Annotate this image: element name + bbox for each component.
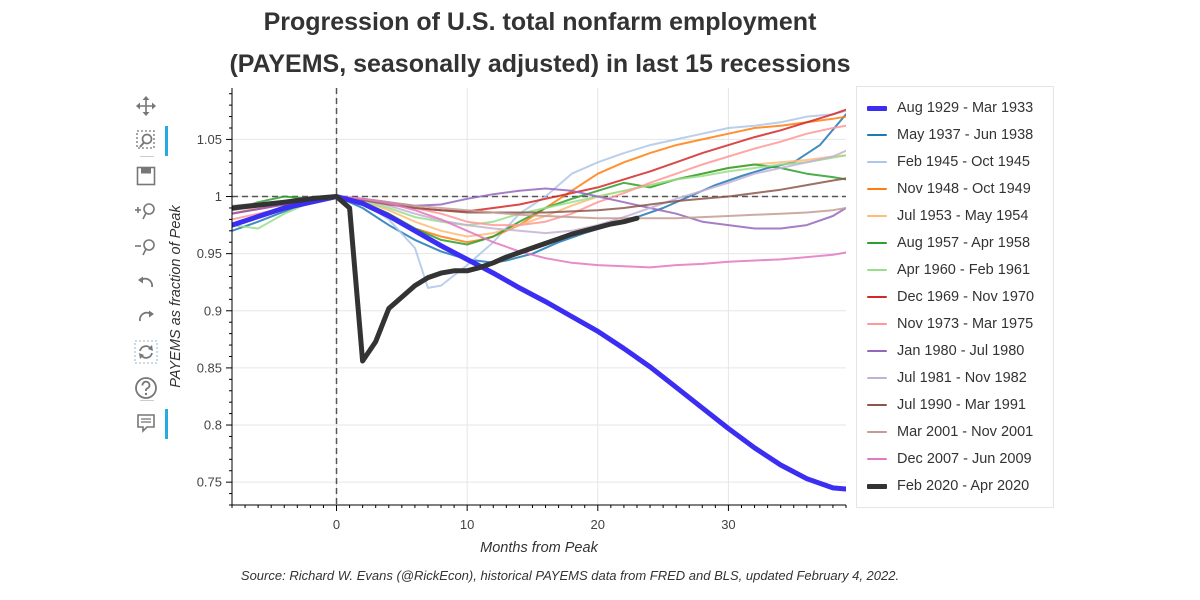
series-line-aug-1929-mar-1933 xyxy=(232,194,846,492)
undo-tool-button[interactable] xyxy=(128,268,164,300)
y-tick-label: 0.75 xyxy=(197,475,222,490)
legend-label: Nov 1948 - Oct 1949 xyxy=(897,181,1031,197)
series-line-jul-1990-mar-1991 xyxy=(232,177,846,214)
box-zoom-icon xyxy=(135,129,157,151)
legend-label: Aug 1957 - Apr 1958 xyxy=(897,235,1031,251)
y-tick-label: 0.8 xyxy=(204,418,222,433)
redo-tool-button[interactable] xyxy=(128,302,164,334)
legend-label: Aug 1929 - Mar 1933 xyxy=(897,100,1034,116)
help-icon xyxy=(134,376,158,400)
legend-label: Nov 1973 - Mar 1975 xyxy=(897,316,1034,332)
legend-swatch xyxy=(867,483,887,489)
y-tick-label: 1.05 xyxy=(197,132,222,147)
legend-swatch xyxy=(867,241,887,245)
zoom-out-tool-button[interactable] xyxy=(128,232,164,264)
reset-icon xyxy=(134,340,158,364)
legend-swatch xyxy=(867,457,887,461)
legend-item[interactable]: Dec 2007 - Jun 2009 xyxy=(867,446,1032,472)
series-line-jul-1953-may-1954 xyxy=(232,154,846,238)
legend-swatch xyxy=(867,349,887,353)
legend-item[interactable]: Nov 1973 - Mar 1975 xyxy=(867,311,1033,337)
legend-item[interactable]: Apr 1960 - Feb 1961 xyxy=(867,257,1030,283)
legend-item[interactable]: May 1937 - Jun 1938 xyxy=(867,122,1033,148)
y-tick-label: 1 xyxy=(215,189,222,204)
legend-label: Jul 1981 - Nov 1982 xyxy=(897,370,1027,386)
legend-label: Dec 1969 - Nov 1970 xyxy=(897,289,1035,305)
hover-icon xyxy=(135,412,157,434)
zoom-in-icon xyxy=(134,201,158,223)
legend-item[interactable]: Feb 1945 - Oct 1945 xyxy=(867,149,1030,175)
y-tick-label: 0.95 xyxy=(197,246,222,261)
x-axis-label: Months from Peak xyxy=(480,540,598,556)
pan-tool-button[interactable] xyxy=(128,90,164,122)
help-tool-button[interactable] xyxy=(128,372,164,404)
pan-icon xyxy=(135,95,157,117)
legend-swatch xyxy=(867,214,887,218)
legend-item[interactable]: Jul 1990 - Mar 1991 xyxy=(867,392,1026,418)
series-line-feb-2020-apr-2020 xyxy=(232,194,640,364)
y-tick-label: 0.9 xyxy=(204,303,222,318)
box-zoom-tool-button[interactable] xyxy=(128,124,168,156)
redo-icon xyxy=(135,307,157,329)
legend-swatch xyxy=(867,403,887,407)
legend-item[interactable]: Jan 1980 - Jul 1980 xyxy=(867,338,1024,364)
chart-title-line1: Progression of U.S. total nonfarm employ… xyxy=(263,8,817,36)
series-line-dec-2007-jun-2009 xyxy=(232,195,846,269)
legend-label: Mar 2001 - Nov 2001 xyxy=(897,424,1034,440)
undo-icon xyxy=(135,273,157,295)
legend-swatch xyxy=(867,376,887,380)
save-tool-button[interactable] xyxy=(128,160,164,192)
legend-label: May 1937 - Jun 1938 xyxy=(897,127,1034,143)
x-tick-label: 0 xyxy=(333,517,340,532)
legend-swatch xyxy=(867,133,887,137)
zoom-in-tool-button[interactable] xyxy=(128,196,164,228)
legend-swatch xyxy=(867,187,887,191)
legend-swatch xyxy=(867,322,887,326)
chart-legend: Aug 1929 - Mar 1933 May 1937 - Jun 1938 Fe… xyxy=(856,86,1054,508)
legend-item[interactable]: Dec 1969 - Nov 1970 xyxy=(867,284,1034,310)
toolbar-divider xyxy=(140,400,154,401)
series-lines xyxy=(232,108,846,492)
zoom-out-icon xyxy=(134,237,158,259)
x-tick-label: 30 xyxy=(721,517,735,532)
legend-label: Dec 2007 - Jun 2009 xyxy=(897,451,1032,467)
legend-item[interactable]: Mar 2001 - Nov 2001 xyxy=(867,419,1033,445)
legend-item[interactable]: Aug 1929 - Mar 1933 xyxy=(867,95,1033,121)
save-icon xyxy=(135,165,157,187)
legend-swatch xyxy=(867,268,887,272)
source-note: Source: Richard W. Evans (@RickEcon), hi… xyxy=(240,568,900,583)
legend-label: Jan 1980 - Jul 1980 xyxy=(897,343,1025,359)
legend-item[interactable]: Nov 1948 - Oct 1949 xyxy=(867,176,1031,202)
legend-label: Apr 1960 - Feb 1961 xyxy=(897,262,1031,278)
legend-swatch xyxy=(867,105,887,111)
series-line-jul-1981-nov-1982 xyxy=(232,149,846,235)
legend-label: Jul 1990 - Mar 1991 xyxy=(897,397,1026,413)
toolbar-divider xyxy=(140,156,154,157)
legend-label: Feb 2020 - Apr 2020 xyxy=(897,478,1030,494)
legend-item[interactable]: Aug 1957 - Apr 1958 xyxy=(867,230,1030,256)
legend-label: Jul 1953 - May 1954 xyxy=(897,208,1029,224)
y-tick-label: 0.85 xyxy=(197,360,222,375)
legend-item[interactable]: Jul 1953 - May 1954 xyxy=(867,203,1028,229)
y-axis-label: PAYEMS as fraction of Peak xyxy=(168,205,184,388)
chart-title-line2: (PAYEMS, seasonally adjusted) in last 15… xyxy=(229,50,851,78)
legend-label: Feb 1945 - Oct 1945 xyxy=(897,154,1030,170)
reset-tool-button[interactable] xyxy=(128,336,164,368)
legend-item[interactable]: Jul 1981 - Nov 1982 xyxy=(867,365,1027,391)
x-tick-label: 20 xyxy=(591,517,605,532)
x-tick-label: 10 xyxy=(460,517,474,532)
hover-tool-button[interactable] xyxy=(128,407,168,439)
legend-swatch xyxy=(867,160,887,164)
legend-swatch xyxy=(867,295,887,299)
legend-item[interactable]: Feb 2020 - Apr 2020 xyxy=(867,473,1029,499)
legend-swatch xyxy=(867,430,887,434)
